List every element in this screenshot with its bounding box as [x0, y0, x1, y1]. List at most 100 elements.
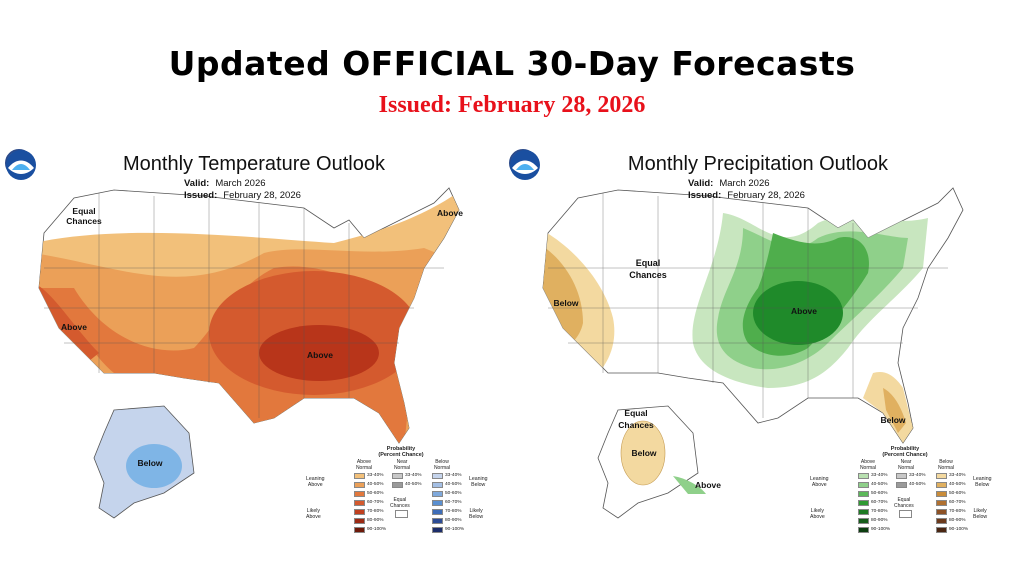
label-equal-chances-2: Chances: [66, 216, 102, 226]
page-title: Updated OFFICIAL 30-Day Forecasts: [168, 44, 856, 83]
precip-above-60: [753, 281, 843, 345]
legend-range-mid: 33-40%: [405, 473, 422, 478]
legend-swatch-right: [936, 500, 947, 506]
legend-swatch-right: [432, 527, 443, 533]
legend-range-left: 60-70%: [367, 500, 384, 505]
legend-swatch-mid: [392, 473, 403, 479]
legend-range-right: 90-100%: [949, 527, 969, 532]
issued-date: Issued: February 28, 2026: [378, 92, 646, 118]
legend-range-left: 80-90%: [871, 518, 888, 523]
label-equal-chances-ak-1: Equal: [624, 408, 647, 418]
alaska-below: [620, 420, 666, 486]
label-above-center: Above: [307, 350, 333, 360]
legend-range-right: 70-80%: [445, 509, 462, 514]
legend-swatch-left: [354, 473, 365, 479]
legend-range-right: 60-70%: [445, 500, 462, 505]
temperature-map: Equal Chances Above Above Above Below: [38, 187, 463, 519]
legend-range-left: 80-90%: [367, 518, 384, 523]
precipitation-map: Equal Chances Below Above Below Equal Ch…: [542, 187, 964, 519]
legend-swatch-right: [936, 491, 947, 497]
label-equal-chances-1: Equal: [636, 258, 661, 268]
legend-swatch-right: [936, 509, 947, 515]
label-below-alaska: Below: [137, 458, 162, 468]
equal-chances-swatch: [899, 510, 912, 518]
label-above-alaska: Above: [695, 480, 721, 490]
legend-swatch-right: [936, 518, 947, 524]
legend-swatch-mid: [896, 473, 907, 479]
legend-range-mid: 40-50%: [405, 482, 422, 487]
legend-swatch-left: [858, 473, 869, 479]
state-borders: [44, 193, 444, 418]
legend-swatch-left: [858, 491, 869, 497]
label-equal-chances-ak-2: Chances: [618, 420, 654, 430]
label-below-alaska: Below: [631, 448, 656, 458]
precipitation-title: Monthly Precipitation Outlook: [627, 153, 889, 175]
legend-range-right: 80-90%: [949, 518, 966, 523]
noaa-logo-icon: [6, 150, 36, 180]
legend-range-left: 33-40%: [871, 473, 888, 478]
legend-range-left: 90-100%: [367, 527, 387, 532]
label-above-center: Above: [791, 306, 817, 316]
legend-range-left: 40-50%: [871, 482, 888, 487]
legend-swatch-left: [858, 500, 869, 506]
legend-swatch-right: [432, 509, 443, 515]
legend-swatch-left: [354, 500, 365, 506]
precip-below-florida-inner: [883, 388, 906, 433]
legend-range-right: 60-70%: [949, 500, 966, 505]
legend-swatch-right: [432, 500, 443, 506]
label-below-west: Below: [553, 298, 578, 308]
legend-swatch-left: [354, 491, 365, 497]
precipitation-issued: Issued: February 28, 2026: [688, 190, 805, 201]
precipitation-legend: Probability (Percent Chance) Above Normal …: [810, 446, 992, 533]
state-borders-precip: [548, 193, 948, 418]
label-equal-chances-1: Equal: [72, 206, 95, 216]
legend-swatch-left: [858, 509, 869, 515]
legend-range-mid: 33-40%: [909, 473, 926, 478]
temperature-issued: Issued: February 28, 2026: [184, 190, 301, 201]
equal-chances-swatch: [395, 510, 408, 518]
label-equal-chances-2: Chances: [629, 270, 667, 280]
legend-swatch-right: [432, 518, 443, 524]
legend-range-left: 60-70%: [871, 500, 888, 505]
legend-swatch-mid: [896, 482, 907, 488]
label-above-ne: Above: [437, 208, 463, 218]
temperature-legend: Probability (Percent Chance) Above Normal …: [306, 446, 488, 533]
legend-range-right: 80-90%: [445, 518, 462, 523]
legend-range-left: 33-40%: [367, 473, 384, 478]
temperature-valid: Valid: March 2026: [184, 178, 266, 189]
legend-range-left: 50-60%: [367, 491, 384, 496]
legend-range-right: 40-50%: [949, 482, 966, 487]
legend-swatch-right: [432, 473, 443, 479]
legend-swatch-left: [858, 518, 869, 524]
legend-range-left: 70-80%: [871, 509, 888, 514]
temperature-outlook-panel: Equal Chances Above Above Above Below Mo…: [4, 148, 504, 538]
legend-range-right: 50-60%: [949, 491, 966, 496]
legend-range-left: 70-80%: [367, 509, 384, 514]
legend-range-left: 50-60%: [871, 491, 888, 496]
legend-swatch-right: [936, 527, 947, 533]
label-below-florida: Below: [880, 415, 905, 425]
legend-swatch-left: [354, 527, 365, 533]
temperature-title: Monthly Temperature Outlook: [123, 153, 385, 175]
legend-range-right: 40-50%: [445, 482, 462, 487]
noaa-logo-icon: [510, 150, 540, 180]
legend-range-right: 33-40%: [949, 473, 966, 478]
legend-swatch-left: [858, 482, 869, 488]
legend-range-left: 90-100%: [871, 527, 891, 532]
label-above-west: Above: [61, 322, 87, 332]
legend-swatch-right: [936, 482, 947, 488]
alaska-below-inner: [126, 444, 182, 488]
legend-range-right: 90-100%: [445, 527, 465, 532]
legend-swatch-left: [354, 509, 365, 515]
legend-swatch-left: [354, 518, 365, 524]
legend-range-right: 70-80%: [949, 509, 966, 514]
legend-swatch-right: [432, 491, 443, 497]
legend-swatch-mid: [392, 482, 403, 488]
alaska-above: [673, 476, 706, 494]
legend-range-left: 40-50%: [367, 482, 384, 487]
legend-swatch-left: [858, 527, 869, 533]
legend-range-mid: 40-50%: [909, 482, 926, 487]
legend-swatch-right: [432, 482, 443, 488]
legend-swatch-right: [936, 473, 947, 479]
legend-range-right: 50-60%: [445, 491, 462, 496]
